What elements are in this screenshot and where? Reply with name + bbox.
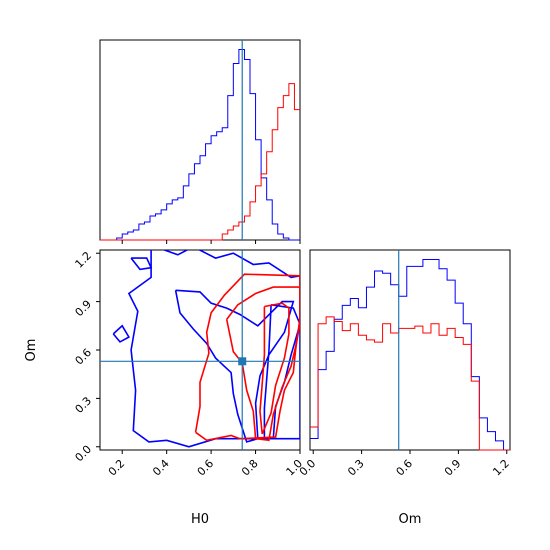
- joint-xtick-label: 0.6: [195, 457, 217, 479]
- joint-frame: [99, 249, 301, 451]
- joint-ytick-label: 0.9: [73, 298, 95, 320]
- om-hist-xtick-label: 0.9: [442, 457, 464, 479]
- y-axis-label-om: Om: [24, 339, 39, 362]
- joint-xtick-label: 0.2: [106, 457, 128, 479]
- blue-contour-4: [112, 324, 131, 343]
- om-hist-xtick-label: 0.0: [297, 457, 319, 479]
- joint-ytick-label: 0.3: [73, 394, 95, 416]
- joint-ytick-label: 0.6: [73, 346, 95, 368]
- om-blue-histogram: [310, 259, 510, 451]
- joint-ytick-label: 1.2: [73, 249, 95, 271]
- panel-h0-om-contours: 0.2 0.4 0.6 0.8 1.00.00.30.60.91.2: [73, 249, 306, 479]
- blue-contour-1: [174, 289, 295, 443]
- h0-hist-frame: [99, 39, 301, 241]
- h0-blue-histogram: [100, 49, 300, 241]
- blue-contour-3: [130, 257, 153, 271]
- om-hist-frame: [309, 249, 511, 451]
- x-axis-label-h0: H0: [191, 512, 209, 527]
- joint-contours: [112, 250, 300, 448]
- om-hist-xtick-label: 0.3: [345, 457, 367, 479]
- om-hist-xtick-label: 1.2: [490, 457, 512, 479]
- joint-xtick-label: 0.4: [150, 457, 172, 479]
- panel-h0-histogram: [99, 39, 301, 244]
- panel-om-histogram: 0.0 0.3 0.6 0.9 1.2: [297, 249, 512, 479]
- om-hist-xtick-label: 0.6: [394, 457, 416, 479]
- joint-xtick-label: 0.8: [239, 457, 261, 479]
- om-red-histogram: [310, 316, 510, 451]
- red-contour-0: [194, 273, 300, 442]
- blue-contour-2: [263, 304, 300, 440]
- truth-marker: [238, 357, 247, 366]
- joint-ytick-label: 0.0: [73, 443, 95, 465]
- red-contour-1: [225, 286, 300, 442]
- h0-red-histogram: [100, 83, 300, 241]
- red-contour-2: [259, 302, 290, 435]
- x-axis-label-om: Om: [399, 512, 422, 527]
